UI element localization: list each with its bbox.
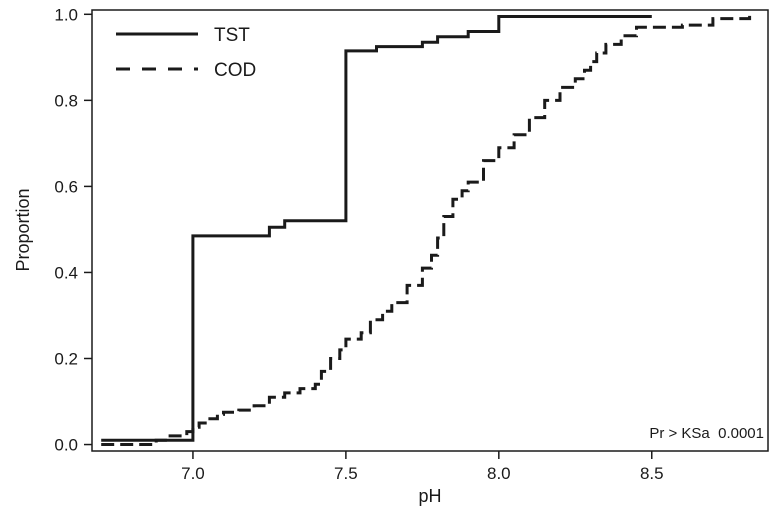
series-layer [101, 14, 752, 446]
legend-label-cod: COD [214, 60, 256, 81]
series-line-tst [101, 15, 652, 442]
plot-border [91, 9, 769, 452]
x-tick-label: 7.0 [181, 464, 205, 483]
y-axis-title: Proportion [13, 188, 33, 271]
x-tick-label: 8.5 [640, 464, 664, 483]
series-line-cod [101, 14, 752, 446]
plot-frame [91, 9, 769, 452]
x-tick-label: 7.5 [334, 464, 358, 483]
y-tick-label: 0.4 [54, 263, 78, 282]
legend-label-tst: TST [214, 25, 250, 46]
legend: TST COD [116, 25, 256, 81]
x-axis-title: pH [418, 486, 441, 506]
ks-test-annotation: Pr > KSa 0.0001 [649, 425, 764, 442]
x-axis: 7.0 7.5 8.0 8.5 [181, 451, 664, 483]
y-tick-label: 0.2 [54, 349, 78, 368]
y-tick-label: 1.0 [54, 5, 78, 24]
y-axis: 0.0 0.2 0.4 0.6 0.8 1.0 [54, 5, 92, 455]
x-tick-label: 8.0 [487, 464, 511, 483]
y-tick-label: 0.8 [54, 91, 78, 110]
y-tick-label: 0.0 [54, 436, 78, 455]
y-tick-label: 0.6 [54, 177, 78, 196]
